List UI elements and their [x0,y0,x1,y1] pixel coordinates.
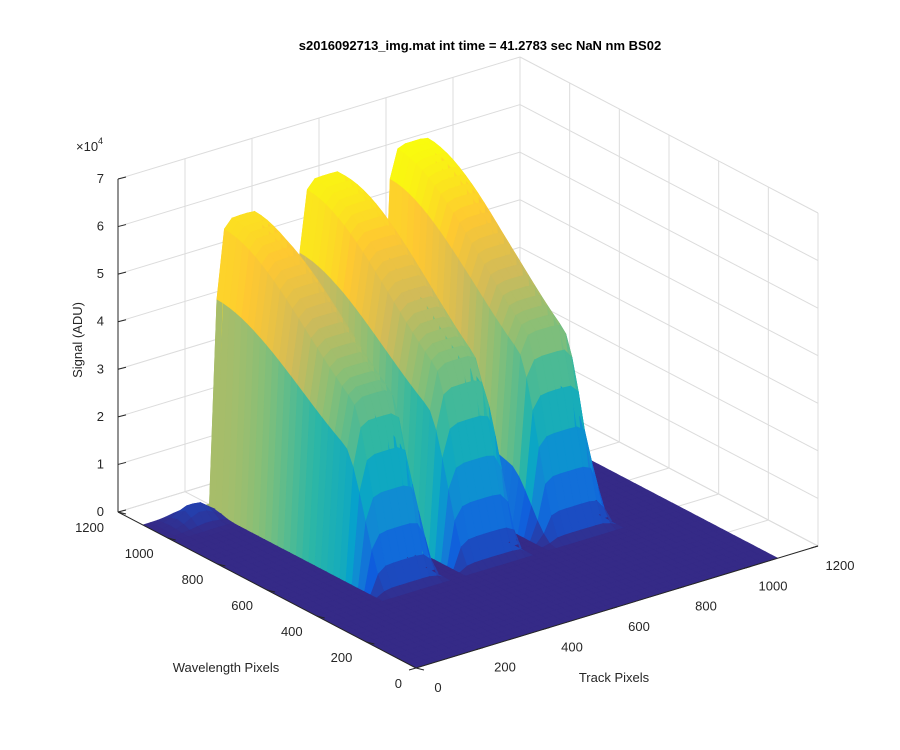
side-grid-z [519,246,819,404]
z-axis-label: Signal (ADU) [70,302,85,378]
side-grid-z [519,151,819,309]
z-tick-label: 7 [97,171,104,186]
z-exponent-power: 4 [98,136,103,146]
z-tick-mark [117,271,127,275]
y-tick-labels: 0 200 400 600 800 1000 1200 [75,511,425,691]
y-tick-mark [316,615,325,619]
x-tick-mark [810,545,819,549]
x-tick-label: 400 [561,639,583,654]
z-tick-mark [117,366,127,370]
z-tick-labels: 0 1 2 3 4 5 6 7 [97,171,127,519]
y-tick-label: 400 [281,624,303,639]
x-tick-mark [676,586,685,590]
z-tick-label: 4 [97,314,104,329]
y-tick-mark [117,511,127,515]
y-axis-label: Wavelength Pixels [173,660,280,675]
back-grid-z [117,104,521,228]
z-tick-label: 6 [97,219,104,234]
x-tick-label: 1200 [826,558,855,573]
z-tick-mark [117,509,127,513]
z-tick-label: 1 [97,456,104,471]
z-tick-label: 5 [97,266,104,281]
x-tick-label: 200 [494,660,516,675]
x-tick-labels: 0 200 400 600 800 1000 1200 [408,545,855,695]
z-tick-mark [117,461,127,465]
side-grid-z [519,199,819,357]
x-tick-mark [408,667,417,671]
surface-layer [142,137,779,669]
chart-title: s2016092713_img.mat int time = 41.2783 s… [299,38,661,53]
y-tick-label: 0 [395,676,402,691]
y-tick-mark [167,537,176,541]
side-grid-z [519,104,819,262]
x-tick-mark [542,626,551,630]
y-tick-label: 200 [331,650,353,665]
side-grid-z [519,294,819,452]
z-tick-mark [117,176,127,180]
x-tick-label: 600 [628,619,650,634]
z-tick-label: 3 [97,361,104,376]
y-tick-mark [217,563,226,567]
x-tick-mark [743,565,752,569]
y-tick-label: 1000 [125,546,154,561]
y-tick-label: 600 [231,598,253,613]
x-tick-label: 1000 [759,578,788,593]
z-tick-label: 0 [97,504,104,519]
z-tick-mark [117,224,127,228]
back-grid-z [117,56,521,180]
x-tick-mark [475,647,484,651]
y-tick-mark [266,589,276,593]
z-exponent-label: ×10 4 [76,136,103,154]
z-exponent-base: ×10 [76,139,98,154]
z-tick-mark [117,414,127,418]
y-tick-label: 800 [182,572,204,587]
x-tick-label: 0 [434,680,441,695]
y-tick-mark [415,667,425,671]
x-tick-label: 800 [695,599,717,614]
x-tick-mark [609,606,618,610]
z-tick-mark [117,319,127,323]
y-tick-mark [366,641,375,645]
x-axis-label: Track Pixels [579,670,650,685]
side-grid-z [519,56,819,214]
y-tick-label: 1200 [75,520,104,535]
z-tick-label: 2 [97,409,104,424]
